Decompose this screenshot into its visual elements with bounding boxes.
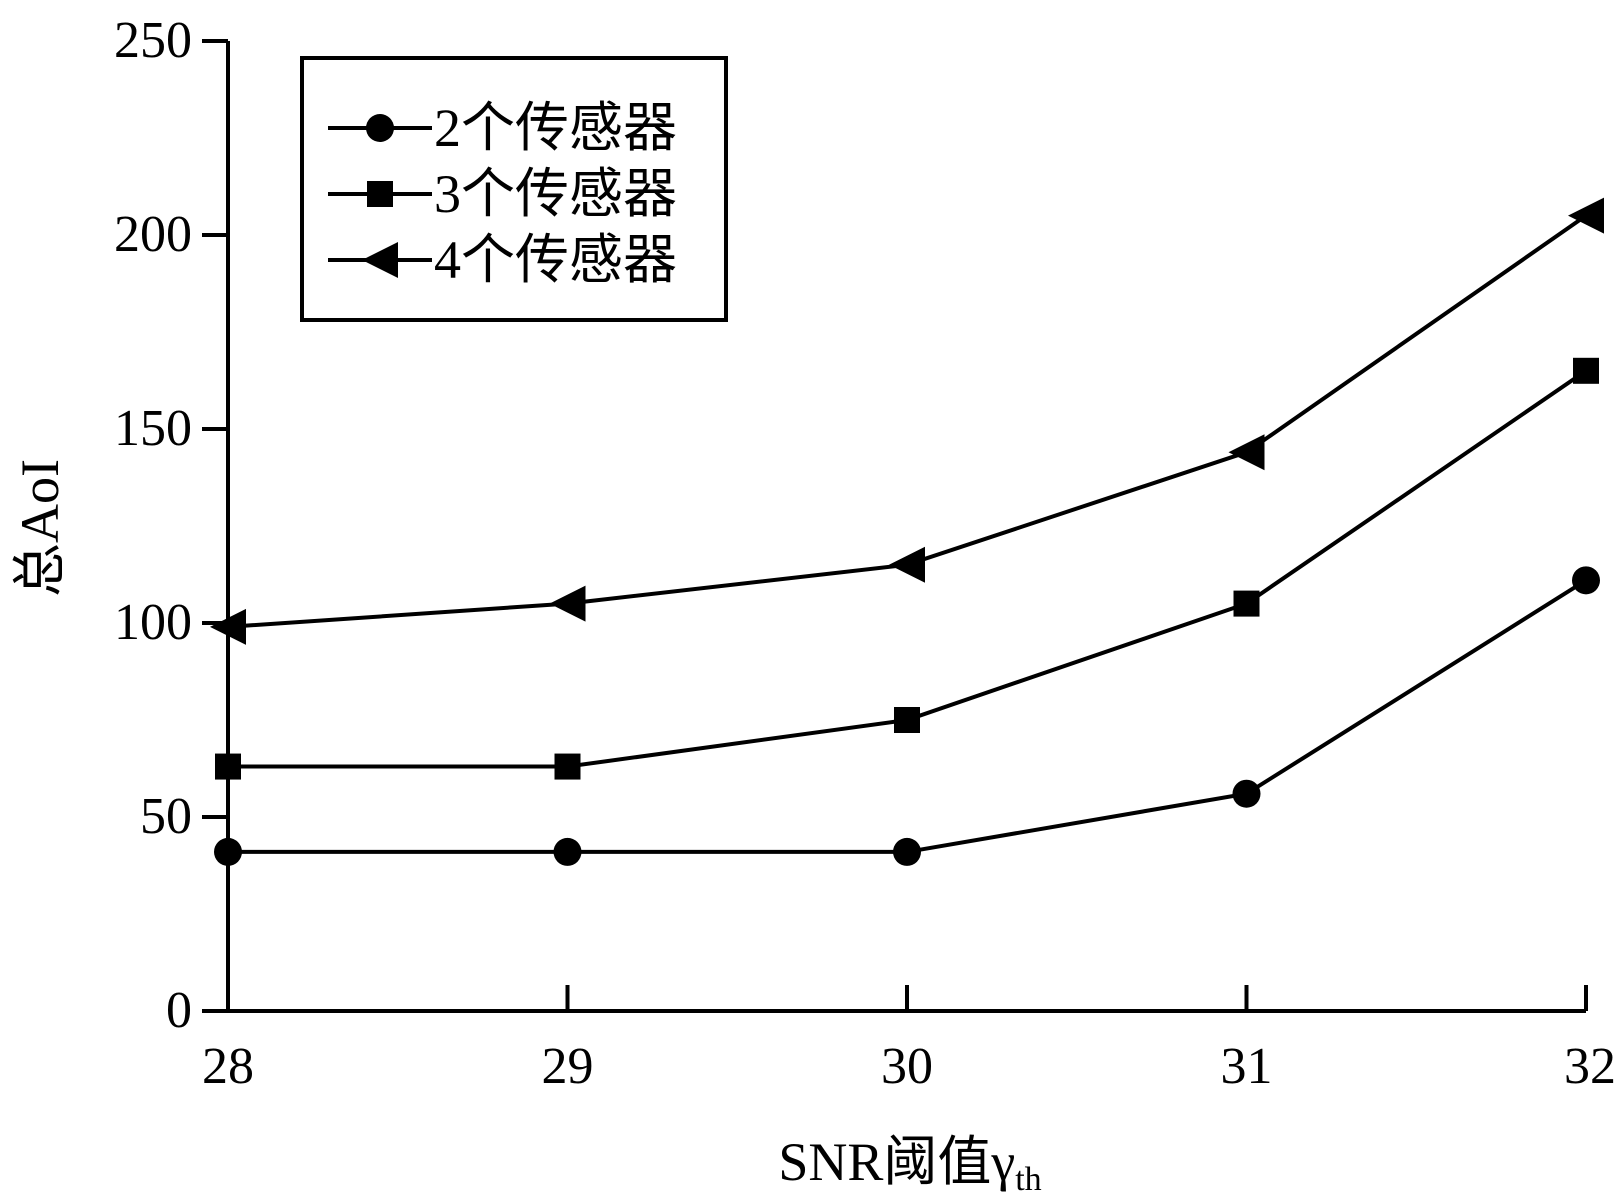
y-axis-title: 总AoI (10, 459, 70, 597)
legend-item-1: 2个传感器 (328, 98, 677, 158)
legend-item-2: 3个传感器 (328, 164, 677, 224)
series-2 (215, 357, 1599, 780)
series-1 (214, 566, 1600, 866)
x-tick-label-28: 28 (202, 1038, 254, 1095)
x-axis-title-main: SNR阈值γ (778, 1132, 1015, 1192)
series-1-point-30 (893, 837, 921, 866)
y-tick-label-200: 200 (114, 206, 192, 263)
series-2-point-29 (554, 753, 581, 780)
x-axis-title-subscript: th (1015, 1161, 1041, 1197)
series-3 (210, 197, 1604, 645)
y-tick-label-50: 50 (140, 788, 192, 845)
legend-marker (362, 242, 398, 278)
x-tick-label-30: 30 (881, 1038, 933, 1095)
legend-label: 3个传感器 (434, 164, 677, 224)
legend-item-3: 4个传感器 (328, 230, 677, 290)
legend-marker (367, 181, 393, 207)
series-2-point-30 (894, 707, 920, 733)
series-1-point-29 (553, 837, 582, 866)
x-axis-title: SNR阈值γth (778, 1132, 1041, 1197)
series-2-point-28 (215, 753, 241, 780)
legend-label: 4个传感器 (434, 230, 677, 290)
y-tick-label-100: 100 (114, 594, 192, 651)
series-layer (210, 197, 1604, 866)
x-tick-label-29: 29 (542, 1038, 594, 1095)
y-tick-label-250: 250 (114, 12, 192, 69)
x-tick-label-31: 31 (1221, 1038, 1273, 1095)
x-tick-label-32: 32 (1564, 1038, 1616, 1095)
series-3-point-32 (1568, 197, 1604, 234)
series-3-point-31 (1228, 434, 1265, 471)
series-2-point-31 (1233, 590, 1260, 617)
legend-marker (366, 114, 394, 142)
series-3-point-29 (549, 585, 586, 622)
legend-label: 2个传感器 (434, 98, 677, 158)
series-1-point-28 (214, 837, 242, 866)
y-tick-label-150: 150 (114, 400, 192, 457)
y-tick-label-0: 0 (166, 982, 192, 1039)
axes: 0 50 100 150 200 250 28 29 30 31 32 (114, 12, 1616, 1095)
series-2-point-32 (1573, 357, 1599, 384)
series-3-point-28 (210, 608, 246, 645)
series-1-point-32 (1572, 566, 1600, 595)
series-1-point-31 (1232, 779, 1261, 808)
series-3-point-30 (889, 546, 925, 583)
